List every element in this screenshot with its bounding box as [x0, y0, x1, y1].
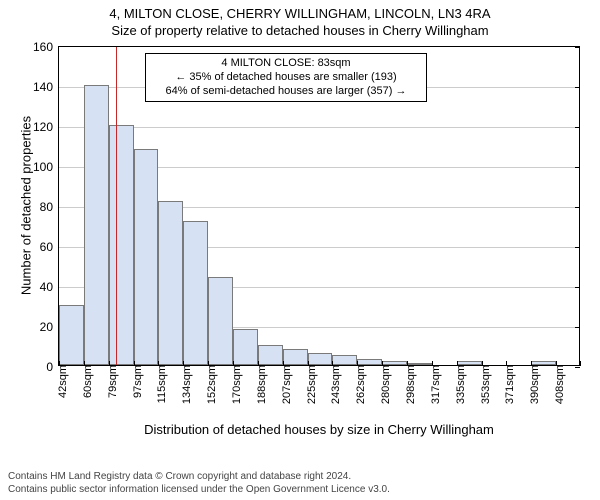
x-tick-label: 371sqm: [500, 365, 516, 404]
x-tick-label: 390sqm: [525, 365, 541, 404]
x-tick-label: 134sqm: [177, 365, 193, 404]
page-subtitle: Size of property relative to detached ho…: [0, 21, 600, 38]
histogram-bar: [59, 305, 84, 365]
x-tick-label: 152sqm: [202, 365, 218, 404]
x-tick-label: 170sqm: [227, 365, 243, 404]
annotation-line: 4 MILTON CLOSE: 83sqm: [152, 57, 420, 71]
histogram-bar: [158, 201, 183, 365]
x-tick-label: 298sqm: [401, 365, 417, 404]
footer-line-1: Contains HM Land Registry data © Crown c…: [8, 470, 390, 483]
x-tick-label: 60sqm: [78, 365, 94, 398]
y-tick-label: 40: [40, 280, 59, 294]
x-tick-label: 243sqm: [326, 365, 342, 404]
x-tick-label: 335sqm: [451, 365, 467, 404]
attribution-footer: Contains HM Land Registry data © Crown c…: [8, 470, 390, 496]
histogram-bar: [332, 355, 357, 365]
footer-line-2: Contains public sector information licen…: [8, 483, 390, 496]
x-tick-label: 42sqm: [53, 365, 69, 398]
histogram-bar: [208, 277, 233, 365]
histogram-bar: [308, 353, 333, 365]
histogram-bar: [84, 85, 109, 365]
y-axis-label: Number of detached properties: [19, 106, 34, 306]
x-tick-label: 97sqm: [128, 365, 144, 398]
y-tick-label: 160: [33, 40, 59, 54]
x-tick-label: 115sqm: [152, 365, 168, 403]
histogram-bar: [134, 149, 159, 365]
y-tick-label: 20: [40, 320, 59, 334]
x-tick-label: 225sqm: [302, 365, 318, 404]
x-tick-label: 262sqm: [351, 365, 367, 404]
x-tick-label: 188sqm: [252, 365, 268, 404]
annotation-line: 64% of semi-detached houses are larger (…: [152, 85, 420, 99]
y-tick-label: 80: [40, 200, 59, 214]
histogram-bar: [283, 349, 308, 365]
y-tick-label: 120: [33, 120, 59, 134]
reference-line: [116, 47, 117, 365]
annotation-line: ← 35% of detached houses are smaller (19…: [152, 71, 420, 85]
y-tick-label: 140: [33, 80, 59, 94]
x-tick-label: 353sqm: [476, 365, 492, 404]
y-tick-label: 60: [40, 240, 59, 254]
histogram-bar: [109, 125, 134, 365]
x-tick-label: 79sqm: [103, 365, 119, 398]
page-title: 4, MILTON CLOSE, CHERRY WILLINGHAM, LINC…: [0, 0, 600, 21]
x-tick-label: 280sqm: [376, 365, 392, 404]
x-tick-label: 408sqm: [550, 365, 566, 404]
histogram-bar: [233, 329, 258, 365]
x-tick-label: 317sqm: [426, 365, 442, 404]
histogram-bar: [183, 221, 208, 365]
histogram-plot: 02040608010012014016042sqm60sqm79sqm97sq…: [58, 46, 580, 366]
x-tick-label: 207sqm: [277, 365, 293, 404]
histogram-bar: [258, 345, 283, 365]
annotation-box: 4 MILTON CLOSE: 83sqm← 35% of detached h…: [145, 53, 427, 102]
x-axis-label: Distribution of detached houses by size …: [58, 422, 580, 437]
y-tick-label: 100: [33, 160, 59, 174]
